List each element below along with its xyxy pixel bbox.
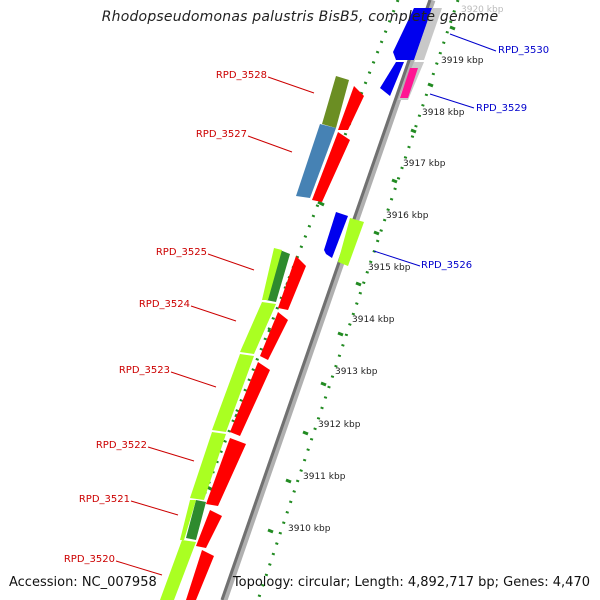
feature-rpd-3525[interactable] [278,256,306,310]
scale-label: 3910 kbp [288,524,331,534]
gene-label: RPD_3521 [79,494,130,505]
gene-label: RPD_3525 [156,247,207,258]
gene-label: RPD_3527 [196,129,247,140]
scale-label: 3913 kbp [335,367,378,377]
feature-rpd-3524[interactable] [260,312,288,360]
map-title-overlay: Rhodopseudomonas palustris BisB5, comple… [101,9,499,25]
scale-label: 3920 kbp [461,5,504,15]
scale-label: 3917 kbp [403,159,446,169]
feature-rpd-3529[interactable] [400,68,418,98]
reverse-gene-labels: RPD_3530 RPD_3529 RPD_3526 [421,45,549,271]
scale-label: 3915 kbp [368,263,411,273]
feature-rpd-3523-lime[interactable] [212,354,254,432]
feature-rpd-3523[interactable] [230,362,270,436]
scale-label: 3916 kbp [386,211,429,221]
scale-label: 3914 kbp [352,315,395,325]
scale-label: 3912 kbp [318,420,361,430]
genome-backbone [220,0,436,600]
reverse-leaders [373,33,497,267]
genome-summary: Topology: circular; Length: 4,892,717 bp… [232,575,590,590]
gene-label: RPD_3528 [216,70,267,81]
forward-leaders [115,76,315,576]
feature-rpd-3520-lime[interactable] [160,540,196,600]
feature-rpd-3530b[interactable] [380,62,404,96]
feature-rpd-3522[interactable] [206,438,246,506]
feature-rpd-3528-olive[interactable] [322,76,349,128]
scale-label: 3911 kbp [303,472,346,482]
gene-label: RPD_3520 [64,554,115,565]
gene-label: RPD_3522 [96,440,147,451]
scale-label: 3918 kbp [422,108,465,118]
feature-rpd-3528[interactable] [338,86,364,130]
gene-label: RPD_3530 [498,45,549,56]
accession-label: Accession: NC_007958 [9,575,157,590]
inner-ring-ticks [267,25,456,534]
feature-rpd-3522-lime[interactable] [190,432,226,500]
feature-grey-1 [414,8,442,60]
feature-rpd-3525-dkgreen[interactable] [266,250,290,302]
feature-rpd-3524-lime[interactable] [240,302,276,354]
gene-label: RPD_3526 [421,260,472,271]
feature-rpd-3527[interactable] [312,132,350,202]
scale-label: 3919 kbp [441,56,484,66]
scale-labels: 3920 kbp 3919 kbp 3918 kbp 3917 kbp 3916… [288,5,504,534]
feature-rpd-3530[interactable] [393,8,432,60]
feature-rpd-3521-lime[interactable] [180,500,196,540]
gene-label: RPD_3529 [476,103,527,114]
feature-rpd-3521[interactable] [196,510,222,548]
gene-label: RPD_3524 [139,299,190,310]
forward-gene-labels: RPD_3528 RPD_3527 RPD_3525 RPD_3524 RPD_… [64,70,267,565]
feature-rpd-3525-lime[interactable] [262,248,282,300]
feature-rpd-3520[interactable] [186,550,214,600]
feature-rpd-3526[interactable] [324,212,348,258]
feature-rpd-3527-steel[interactable] [296,124,336,198]
feature-rpd-3521-dkgreen[interactable] [186,500,206,540]
feature-rpd-3526-lime[interactable] [338,218,364,266]
gene-label: RPD_3523 [119,365,170,376]
